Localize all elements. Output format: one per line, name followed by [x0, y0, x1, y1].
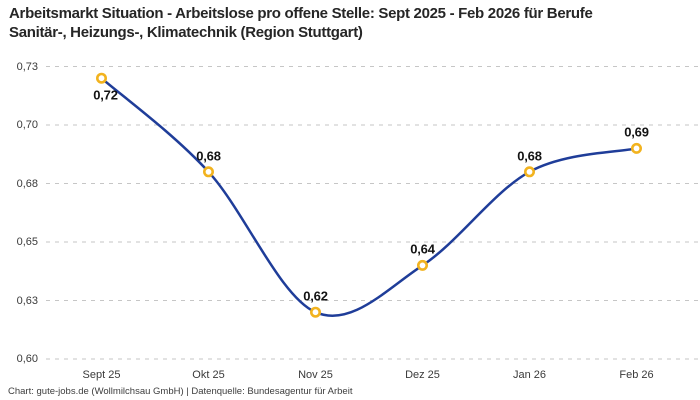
- chart-source-caption: Chart: gute-jobs.de (Wollmilchsau GmbH) …: [8, 386, 353, 397]
- data-point-label: 0,69: [624, 124, 649, 140]
- x-tick-label: Feb 26: [619, 369, 654, 381]
- x-tick-label: Jan 26: [512, 369, 547, 381]
- data-point-marker[interactable]: [309, 306, 321, 318]
- y-tick-label: 0,70: [16, 119, 38, 131]
- y-tick-label: 0,68: [16, 177, 38, 190]
- data-point-label: 0,64: [410, 241, 435, 257]
- data-point-label: 0,68: [517, 148, 542, 164]
- data-point-label: 0,62: [303, 288, 328, 304]
- x-tick-label: Nov 25: [298, 369, 333, 381]
- x-tick-label: Sept 25: [82, 369, 121, 381]
- chart-title: Arbeitsmarkt Situation - Arbeitslose pro…: [9, 5, 593, 41]
- y-tick-label: 0,60: [16, 353, 38, 365]
- data-point-marker[interactable]: [416, 259, 428, 271]
- data-point-marker[interactable]: [523, 166, 535, 178]
- x-tick-label: Dez 25: [405, 369, 440, 381]
- data-point-marker[interactable]: [203, 166, 215, 178]
- data-point-marker[interactable]: [96, 72, 108, 84]
- data-point-label: 0,68: [196, 148, 221, 164]
- data-point-marker[interactable]: [630, 142, 642, 154]
- y-tick-label: 0,63: [16, 294, 38, 307]
- y-tick-label: 0,65: [16, 236, 38, 248]
- y-tick-label: 0,73: [16, 60, 38, 73]
- series-line: [100, 76, 638, 318]
- x-tick-label: Okt 25: [192, 369, 225, 381]
- data-point-label: 0,72: [93, 87, 118, 103]
